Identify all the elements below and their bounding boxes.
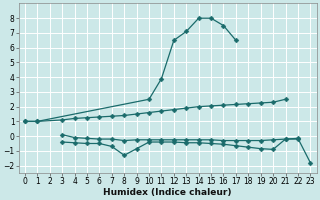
X-axis label: Humidex (Indice chaleur): Humidex (Indice chaleur) (103, 188, 232, 197)
